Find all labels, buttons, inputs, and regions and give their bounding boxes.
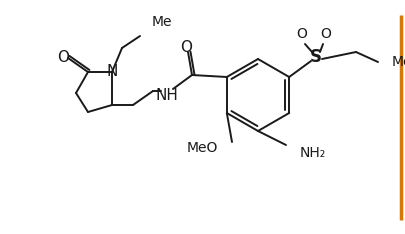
- Text: MeO: MeO: [187, 141, 218, 155]
- Text: Me: Me: [392, 55, 405, 69]
- Text: O: O: [296, 27, 307, 41]
- Text: O: O: [180, 40, 192, 55]
- Text: O: O: [57, 51, 69, 66]
- Text: Me: Me: [152, 15, 173, 29]
- Text: NH₂: NH₂: [300, 146, 326, 160]
- Text: N: N: [106, 63, 118, 78]
- Text: S: S: [310, 48, 322, 66]
- Text: NH: NH: [156, 88, 179, 103]
- Text: O: O: [321, 27, 331, 41]
